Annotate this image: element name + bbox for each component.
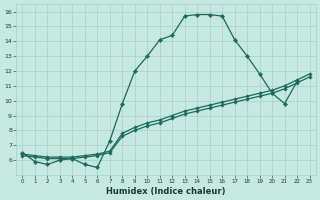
X-axis label: Humidex (Indice chaleur): Humidex (Indice chaleur) <box>106 187 226 196</box>
